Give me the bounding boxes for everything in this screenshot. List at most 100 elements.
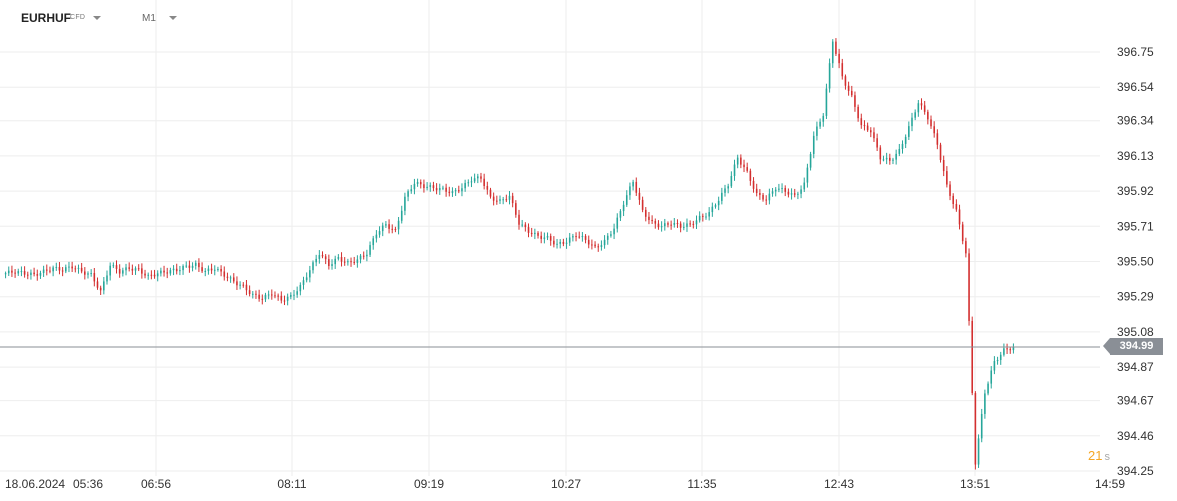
candle [42, 265, 45, 277]
candle [793, 188, 796, 198]
price-tag-pointer [1103, 338, 1110, 355]
candle [546, 232, 549, 241]
candle [625, 190, 628, 207]
candle [470, 176, 473, 188]
symbol-dropdown-icon[interactable] [93, 16, 101, 20]
candle [423, 179, 425, 193]
candle [812, 131, 815, 159]
candle [419, 179, 422, 189]
candle [841, 58, 844, 80]
timeframe-selector[interactable]: M1 [142, 13, 156, 24]
candle [80, 262, 83, 274]
symbol-name[interactable]: EURHUF [21, 11, 71, 25]
candle [565, 237, 568, 249]
candle [765, 195, 768, 205]
candle [908, 121, 910, 140]
candle [933, 121, 935, 138]
candle [321, 251, 324, 259]
candle [204, 268, 207, 277]
candle [14, 269, 16, 278]
candle [882, 155, 885, 162]
candle [315, 254, 317, 267]
candle [182, 264, 184, 275]
candle [527, 223, 530, 238]
chart-grid [0, 0, 1100, 476]
candle [296, 286, 298, 298]
candle [866, 122, 869, 132]
candle [800, 185, 802, 199]
candle [435, 183, 438, 195]
candle [207, 265, 210, 275]
y-tick-label: 395.92 [1117, 184, 1154, 198]
candle [869, 127, 872, 138]
candle [49, 266, 51, 274]
candle [362, 251, 365, 260]
candle [442, 185, 444, 191]
candle [109, 262, 111, 281]
candle [416, 178, 419, 187]
candle [375, 230, 378, 243]
candle [534, 228, 536, 240]
candle [952, 193, 954, 209]
x-tick-label: 12:43 [824, 477, 854, 491]
candle [106, 270, 108, 285]
candle [572, 233, 574, 242]
candle [568, 232, 571, 246]
candle [556, 238, 558, 249]
candle [559, 239, 562, 249]
candle [52, 265, 54, 277]
candle [984, 389, 986, 419]
x-tick-label: 08:11 [277, 477, 306, 491]
candle [591, 239, 593, 250]
candle [806, 163, 809, 188]
candle [93, 267, 96, 287]
candle [968, 248, 970, 326]
candle [613, 223, 615, 240]
candle [727, 183, 729, 194]
candle [695, 215, 698, 229]
candle [1006, 343, 1008, 355]
timeframe-dropdown-icon[interactable] [169, 16, 177, 20]
candle [616, 213, 619, 233]
candle [347, 258, 349, 266]
candle [1012, 343, 1015, 354]
candle [223, 266, 226, 281]
candle [166, 267, 169, 279]
candle [331, 259, 333, 270]
candle [724, 184, 726, 197]
candle [381, 222, 384, 237]
candle [232, 273, 235, 284]
candle [473, 173, 476, 184]
candle [508, 191, 511, 205]
candle [90, 269, 92, 277]
candle [746, 162, 748, 173]
candle [23, 266, 26, 278]
candle [683, 222, 685, 231]
candle [397, 216, 400, 235]
candle [185, 261, 188, 268]
candle [977, 434, 980, 468]
candle [638, 187, 641, 205]
candle [923, 100, 926, 115]
candle [122, 267, 124, 277]
candle [293, 289, 295, 301]
candle [946, 166, 948, 188]
candle [17, 268, 20, 276]
candle [1009, 346, 1012, 354]
candle [632, 179, 634, 191]
chart-toolbar: EURHUF CFD M1 [0, 8, 260, 28]
candle [36, 269, 39, 281]
candle [844, 74, 847, 90]
y-tick-label: 395.29 [1117, 290, 1154, 304]
candle [353, 256, 356, 265]
candle [496, 195, 498, 205]
candlestick-series [4, 38, 1015, 470]
candle [901, 140, 904, 154]
candle [980, 408, 983, 443]
y-tick-label: 394.67 [1117, 394, 1154, 408]
candle [134, 266, 137, 275]
candle [955, 199, 958, 212]
y-tick-label: 394.25 [1117, 464, 1154, 478]
candle [385, 221, 387, 228]
